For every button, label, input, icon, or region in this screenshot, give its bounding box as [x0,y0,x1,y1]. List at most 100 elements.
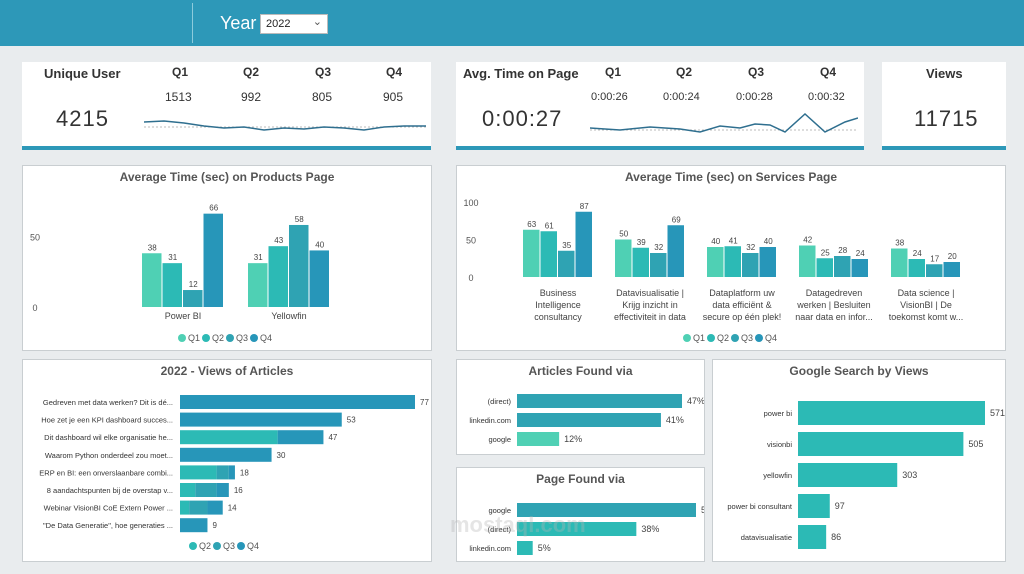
bar-segment [189,500,208,515]
y-tick-label: 0 [468,273,473,283]
category-label: toekomst komt w... [889,312,964,322]
quarter-label: Q1 [605,65,622,79]
category-label: yellowfin [763,471,792,480]
articles-chart: Gedreven met data werken? Dit is dé... 77… [39,395,429,551]
watermark: mostaql.com [450,512,586,537]
bar [650,253,667,277]
bar [742,253,759,277]
bar [289,224,309,307]
category-label: Business [540,288,577,298]
y-tick-label: 50 [466,236,476,246]
bar [558,250,575,277]
legend-label: Q3 [236,333,248,343]
category-label: "De Data Generatie", hoe generaties ... [43,521,173,530]
data-label: 32 [654,243,663,252]
bar [851,259,868,277]
quarter-value: 805 [312,90,333,104]
data-label: 38% [641,524,659,534]
data-label: 47% [687,396,704,406]
data-label: 40 [764,237,773,246]
category-label: data efficiënt & [712,300,771,310]
data-label: 40 [315,240,324,249]
bar [268,246,288,307]
bar [926,264,943,277]
quarter-label: Q4 [820,65,837,79]
category-label: werken | Besluiten [796,300,870,310]
quarter-value: 0:00:28 [736,91,773,103]
y-tick-label: 100 [463,198,478,208]
kpi-avg-time: Avg. Time on Page 0:00:27 Q1 Q2 Q3 Q4 0:… [456,62,864,150]
topbar-divider [192,3,193,43]
data-label: 38 [148,243,157,252]
category-label: Power BI [165,311,202,321]
bar [183,290,203,307]
data-label: 35 [562,241,571,250]
data-label: 40 [711,237,720,246]
services-chart-panel: Average Time (sec) on Services Page 0 50 1… [456,165,1006,351]
data-label: 61 [545,221,554,230]
category-label: effectiviteit in data [614,312,686,322]
category-label: power bi consultant [727,502,793,511]
quarter-value: 1513 [165,90,192,104]
services-chart: 0 50 100 63 61 35 87 Business Intelligence consul… [463,198,964,343]
data-label: 505 [968,439,983,449]
data-label: 38 [895,239,904,248]
data-label: 41% [666,415,684,425]
kpi-title: Avg. Time on Page [463,66,579,81]
bar [615,239,632,277]
quarter-value: 0:00:32 [808,91,845,103]
data-label: 43 [274,236,283,245]
data-label: 66 [209,204,218,213]
data-label: 31 [254,253,263,262]
top-bar: Year 2022 ⌄ [0,0,1024,46]
products-chart-panel: Average Time (sec) on Products Page 0 50 3… [22,165,432,351]
category-label: secure op één plek! [703,312,782,322]
bar [834,256,851,277]
year-select[interactable]: 2022 ⌄ [260,14,328,34]
data-label: 303 [902,470,917,480]
bar [248,263,268,307]
time-sparkline [590,112,858,133]
kpi-value: 11715 [914,106,979,131]
data-label: 14 [228,504,237,513]
legend-marker [755,334,763,342]
legend-marker [237,542,245,550]
category-label: Yellowfin [271,311,306,321]
legend-marker [226,334,234,342]
data-label: 41 [729,236,738,245]
data-label: 25 [821,248,830,257]
bar [943,262,960,277]
data-label: 39 [637,238,646,247]
category-label: Data science | [898,288,955,298]
category-label: Dit dashboard wil elke organisatie he... [44,433,173,442]
category-label: (direct) [488,397,512,406]
bar [309,250,329,307]
category-label: google [488,435,511,444]
quarter-value: 0:00:24 [663,91,700,103]
legend-label: Q1 [188,333,200,343]
page-found-chart: google 57% (direct) 38% linkedin.com 5% [469,503,704,555]
category-label: Waarom Python onderdeel zou moet... [45,451,173,460]
page-found-panel: Page Found via google 57% (direct) 38% linke… [456,467,705,562]
data-label: 12% [564,434,582,444]
chart-title: Articles Found via [528,364,633,378]
legend-marker [202,334,210,342]
chart-title: 2022 - Views of Articles [160,364,294,378]
articles-found-chart: (direct) 47% linkedin.com 41% google 12% [469,394,704,446]
data-label: 9 [212,521,217,530]
category-label: google [488,506,511,515]
chart-title: Page Found via [536,472,625,486]
bar [724,246,741,277]
products-chart: 0 50 38 31 12 66 Power BI 31 43 58 40 Yellowfin Q1 Q2… [30,204,329,343]
google-search-panel: Google Search by Views power bi 571 vision… [712,359,1006,562]
data-label: 571 [990,408,1005,418]
bar-segment [180,483,196,497]
data-label: 50 [619,230,628,239]
data-label: 63 [527,220,536,229]
bar [523,229,540,277]
data-label: 69 [672,215,681,224]
category-label: datavisualisatie [741,533,792,542]
bar [798,525,827,549]
quarter-value: 905 [383,90,404,104]
google-search-chart: power bi 571 visionbi 505 yellowfin 303 power … [727,401,1005,549]
